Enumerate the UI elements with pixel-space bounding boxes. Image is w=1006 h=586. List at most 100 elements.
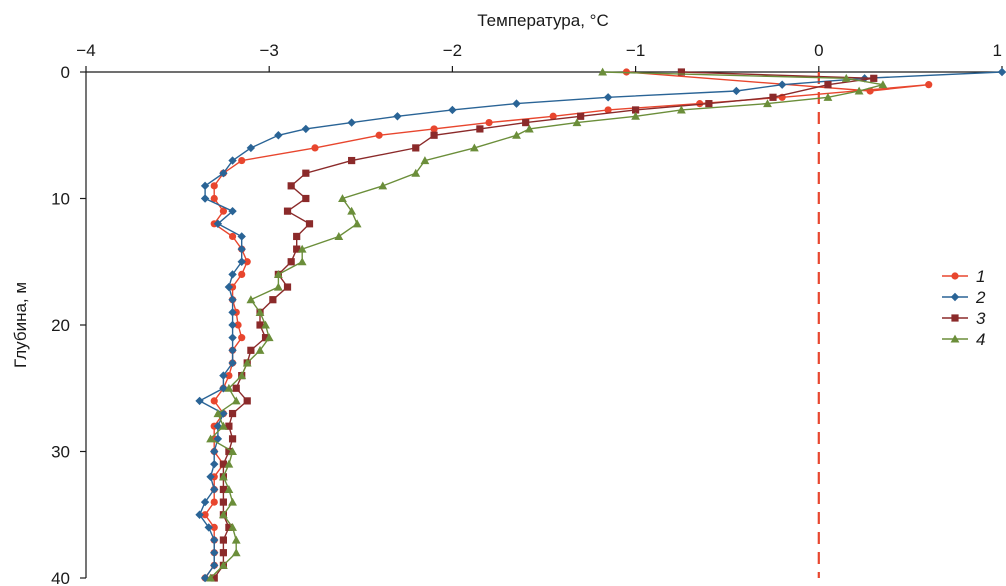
data-point-3 [302,194,310,203]
data-point-1 [430,125,438,133]
data-point-2 [210,548,219,557]
data-point-1 [238,270,246,278]
data-point-4 [228,497,237,506]
data-point-2 [195,510,204,519]
data-point-4 [338,194,347,203]
data-point-1 [375,131,383,139]
plot-area [195,67,1006,583]
data-point-3 [225,447,233,456]
legend-entry-4: 4 [942,330,985,349]
data-point-1 [210,182,218,190]
data-point-1 [604,106,612,114]
data-point-2 [777,80,787,89]
data-point-4 [854,86,864,95]
data-point-4 [224,459,234,468]
data-point-2 [195,396,204,406]
data-point-3 [256,321,264,329]
data-point-4 [297,257,307,266]
series-3 [210,68,878,582]
data-point-3 [210,574,218,582]
data-point-2 [237,232,246,241]
data-point-3 [219,549,227,557]
data-point-3 [219,460,227,468]
data-point-4 [224,485,234,493]
data-point-3 [283,207,292,215]
data-point-2 [228,156,237,165]
data-point-1 [210,523,218,532]
data-point-2 [228,346,237,355]
x-tick-label: 0 [814,41,823,60]
data-point-2 [237,257,246,266]
data-point-3 [269,296,277,304]
data-point-1 [210,194,218,203]
data-point-4 [228,447,237,456]
data-point-4 [219,421,228,430]
data-point-4 [334,232,344,240]
data-point-4 [763,99,772,108]
legend-entry-2: 2 [942,288,986,307]
series-1 [201,68,933,582]
legend-entry-3: 3 [942,309,986,328]
data-point-3 [302,169,310,177]
data-point-1 [228,232,237,241]
data-point-3 [293,232,301,241]
data-point-2 [228,206,237,216]
data-point-4 [261,320,270,329]
legend: 1 2 3 4 [942,267,986,349]
y-tick-label: 20 [51,316,70,335]
data-point-2 [228,270,237,279]
data-point-4 [524,124,534,133]
data-point-4 [273,282,283,291]
data-point-4 [219,510,228,519]
legend-label: 1 [976,267,985,286]
data-point-2 [213,434,223,444]
x-axis-title: Температура, °С [477,11,608,30]
data-point-4 [273,270,283,278]
data-point-1 [238,156,246,165]
data-point-4 [219,560,228,569]
data-point-4 [242,358,252,367]
legend-swatch-marker [951,314,959,322]
data-point-2 [219,169,228,178]
data-point-4 [411,168,421,177]
data-point-2 [210,561,219,570]
data-point-4 [206,434,215,443]
x-tick-label: 1 [993,41,1002,60]
data-point-1 [201,511,209,519]
data-point-4 [420,156,430,165]
data-point-3 [232,384,240,392]
x-tick-label: −1 [626,41,645,60]
data-point-2 [448,105,457,115]
x-tick-label: −2 [443,41,462,60]
data-point-2 [512,99,521,108]
series-line-4 [209,71,884,579]
data-point-3 [305,220,314,228]
data-point-3 [225,422,233,430]
data-point-2 [224,282,234,292]
data-point-3 [522,119,530,127]
data-point-2 [237,244,246,254]
data-point-2 [274,131,283,140]
data-point-3 [225,523,233,531]
data-point-4 [255,345,265,354]
data-point-2 [210,485,219,494]
data-point-4 [841,73,851,82]
data-point-4 [378,181,388,190]
data-point-1 [696,100,704,108]
data-point-3 [283,283,292,291]
data-point-3 [219,498,227,506]
data-point-4 [264,333,274,342]
data-point-1 [925,81,933,89]
data-point-2 [210,447,219,456]
data-point-4 [572,118,582,127]
data-point-2 [204,523,213,532]
data-point-3 [824,81,832,89]
data-point-4 [219,472,228,481]
data-point-2 [219,371,228,380]
data-point-3 [769,93,777,101]
data-point-1 [485,119,493,127]
data-point-3 [577,112,585,120]
legend-swatch-marker [950,334,960,343]
y-axis-title: Глубина, м [11,282,30,368]
